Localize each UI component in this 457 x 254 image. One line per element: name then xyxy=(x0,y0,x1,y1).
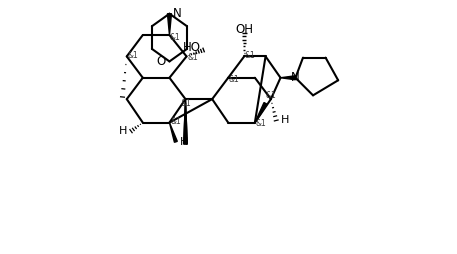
Text: &1: &1 xyxy=(180,99,191,108)
Text: &1: &1 xyxy=(170,33,181,42)
Polygon shape xyxy=(167,14,171,35)
Text: &1: &1 xyxy=(170,117,181,126)
Text: O: O xyxy=(156,55,166,68)
Text: H: H xyxy=(119,126,127,136)
Polygon shape xyxy=(184,99,187,144)
Text: &1: &1 xyxy=(187,53,198,62)
Text: &1: &1 xyxy=(228,74,239,84)
Text: &1: &1 xyxy=(128,51,138,60)
Text: &1: &1 xyxy=(256,119,266,128)
Text: H: H xyxy=(281,116,290,125)
Text: OH: OH xyxy=(235,23,253,36)
Text: N: N xyxy=(291,71,300,84)
Text: &1: &1 xyxy=(266,91,276,100)
Text: &1: &1 xyxy=(244,51,255,60)
Text: HO: HO xyxy=(183,41,201,54)
Text: H: H xyxy=(180,137,188,147)
Polygon shape xyxy=(184,99,187,144)
Polygon shape xyxy=(281,76,296,80)
Polygon shape xyxy=(255,103,267,123)
Text: N: N xyxy=(172,7,181,20)
Polygon shape xyxy=(170,123,177,142)
